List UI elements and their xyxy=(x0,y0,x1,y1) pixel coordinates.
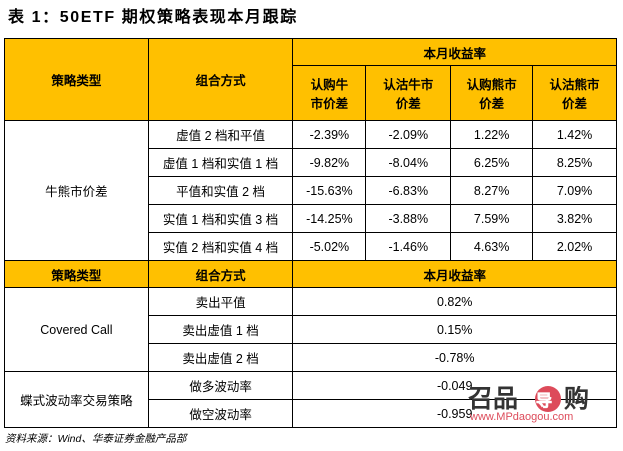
svg-text:购: 购 xyxy=(564,386,589,413)
svg-text:召品: 召品 xyxy=(468,386,518,413)
svg-text:www.MPdaogou.com: www.MPdaogou.com xyxy=(469,411,573,423)
svg-text:导: 导 xyxy=(536,392,552,410)
